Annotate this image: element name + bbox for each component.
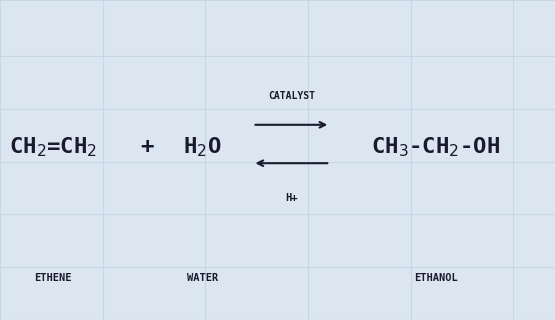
Text: H+: H+ [285,193,297,204]
Text: +: + [140,137,154,157]
Text: CATALYST: CATALYST [268,91,315,101]
Text: ETHANOL: ETHANOL [414,273,457,284]
Text: WATER: WATER [187,273,218,284]
Text: ETHENE: ETHENE [34,273,72,284]
Text: H$_2$O: H$_2$O [183,135,222,159]
Text: CH$_3$-CH$_2$-OH: CH$_3$-CH$_2$-OH [371,135,500,159]
Text: CH$_2$=CH$_2$: CH$_2$=CH$_2$ [9,135,97,159]
